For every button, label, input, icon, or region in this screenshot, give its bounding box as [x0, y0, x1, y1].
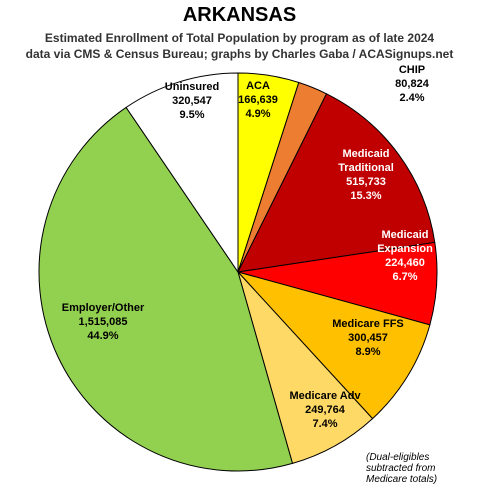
percent-label: 9.5% [179, 109, 205, 121]
slice-label: ACA 166,639 4.9% [228, 79, 288, 121]
category-label: ACA [246, 80, 270, 92]
category-label: Medicare Adv [289, 390, 361, 402]
value-label: 166,639 [238, 94, 278, 106]
percent-label: 8.9% [355, 346, 381, 358]
slice-label: Medicaid Traditional 515,733 15.3% [331, 147, 401, 203]
slice-label: Employer/Other 1,515,085 44.9% [53, 301, 153, 343]
category-label: Medicaid Traditional [338, 148, 394, 174]
percent-label: 6.7% [392, 271, 418, 283]
value-label: 224,460 [385, 257, 425, 269]
pie-slice [236, 271, 431, 420]
pie-slice [125, 72, 239, 274]
category-label: Employer/Other [61, 302, 145, 314]
percent-label: 7.4% [312, 418, 338, 430]
value-label: 515,733 [346, 176, 386, 188]
slice-label: Uninsured 320,547 9.5% [152, 80, 232, 122]
percent-label: 44.9% [87, 330, 119, 342]
percent-label: 2.4% [399, 92, 425, 104]
pie-slice [237, 93, 436, 273]
value-label: 320,547 [172, 95, 212, 107]
annotation: (Dual-eligibles subtracted from Medicare… [366, 452, 438, 485]
percent-label: 15.3% [350, 190, 382, 202]
slice-label: CHIP 80,824 2.4% [382, 63, 442, 105]
value-label: 80,824 [395, 78, 429, 90]
value-label: 1,515,085 [78, 316, 128, 328]
category-label: CHIP [398, 64, 426, 76]
category-label: Medicare FFS [332, 318, 404, 330]
category-label: Medicaid Expansion [377, 229, 433, 255]
value-label: 300,457 [348, 332, 388, 344]
category-label: Uninsured [164, 81, 220, 93]
chart-subtitle: Estimated Enrollment of Total Population… [44, 31, 435, 45]
value-label: 249,764 [305, 404, 345, 416]
chart-subtitle: data via CMS & Census Bureau; graphs by … [25, 47, 454, 61]
chart-title: ARKANSAS [182, 4, 297, 26]
slice-label: Medicare Adv 249,764 7.4% [285, 389, 365, 431]
pie-slice [38, 106, 294, 472]
percent-label: 4.9% [245, 108, 271, 120]
slice-label: Medicare FFS 300,457 8.9% [323, 317, 413, 359]
slice-label: Medicaid Expansion 224,460 6.7% [370, 228, 440, 284]
